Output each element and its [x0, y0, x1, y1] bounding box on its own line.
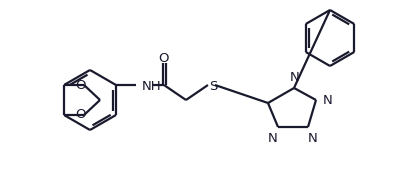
Text: N: N: [267, 132, 277, 145]
Text: S: S: [208, 80, 217, 92]
Text: NH: NH: [142, 80, 161, 92]
Text: O: O: [75, 108, 85, 122]
Text: N: N: [307, 132, 317, 145]
Text: N: N: [290, 71, 299, 84]
Text: N: N: [322, 93, 332, 107]
Text: O: O: [75, 79, 85, 91]
Text: O: O: [158, 52, 169, 64]
